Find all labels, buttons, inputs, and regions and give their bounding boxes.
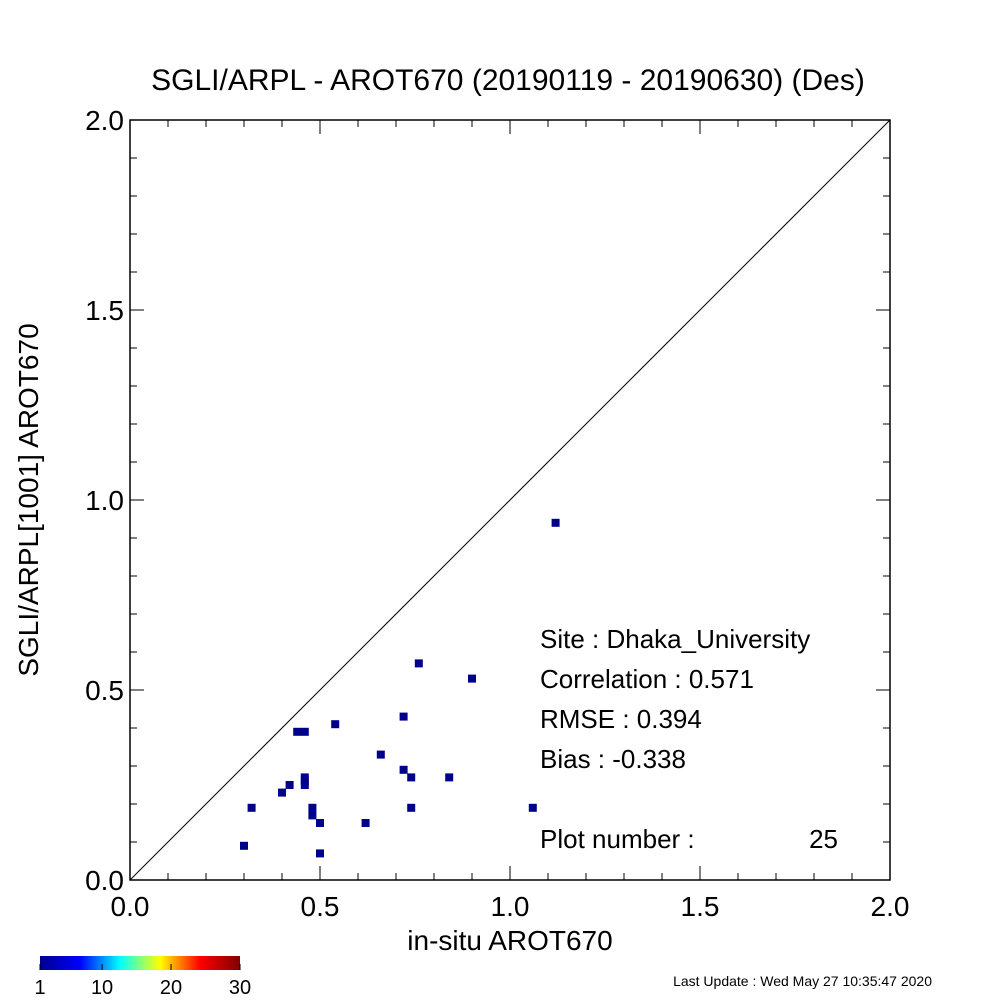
y-tick-label: 2.0 bbox=[85, 105, 124, 136]
x-tick-label: 1.5 bbox=[681, 891, 720, 922]
data-point bbox=[316, 849, 324, 858]
data-point bbox=[468, 674, 476, 683]
colorbar-tick-label: 20 bbox=[160, 977, 182, 999]
x-tick-label: 0.0 bbox=[111, 891, 150, 922]
x-tick-label: 1.0 bbox=[491, 891, 530, 922]
one-to-one-line bbox=[129, 119, 891, 881]
stat-plot-number: Plot number : bbox=[540, 824, 695, 854]
data-point bbox=[240, 841, 248, 850]
colorbar-tick-label: 10 bbox=[91, 977, 113, 999]
y-tick-label: 0.5 bbox=[85, 675, 124, 706]
data-point bbox=[445, 773, 454, 782]
data-point bbox=[285, 781, 294, 789]
data-point bbox=[376, 750, 385, 759]
data-points bbox=[240, 518, 560, 858]
data-point bbox=[247, 803, 256, 812]
data-point bbox=[308, 803, 317, 812]
data-point bbox=[407, 803, 416, 812]
y-tick-label: 1.5 bbox=[85, 295, 124, 326]
colorbar-gradient bbox=[40, 956, 240, 970]
stat-bias: Bias : -0.338 bbox=[540, 744, 686, 774]
stat-rmse: RMSE : 0.394 bbox=[540, 704, 702, 734]
y-tick-label: 0.0 bbox=[85, 865, 124, 896]
data-point bbox=[407, 773, 416, 782]
data-point bbox=[399, 712, 408, 721]
axis-ticks: 0.0 0.5 1.0 1.5 2.0 0.0 0.5 1.0 1.5 2.0 bbox=[85, 105, 909, 922]
data-point bbox=[308, 811, 317, 820]
colorbar: 1 10 20 30 bbox=[34, 956, 251, 999]
data-point bbox=[528, 803, 537, 812]
y-axis-label: SGLI/ARPL[1001] AROT670 bbox=[13, 323, 44, 676]
data-point bbox=[300, 727, 309, 736]
colorbar-tick-label: 1 bbox=[34, 977, 45, 999]
data-point bbox=[316, 819, 324, 827]
colorbar-tick-label: 30 bbox=[229, 977, 251, 999]
data-point bbox=[399, 765, 408, 774]
colorbar-ticks: 1 10 20 30 bbox=[34, 964, 251, 999]
data-point bbox=[414, 659, 423, 668]
stat-correlation: Correlation : 0.571 bbox=[540, 664, 754, 694]
y-tick-label: 1.0 bbox=[85, 485, 124, 516]
stat-plot-number-value: 25 bbox=[809, 824, 838, 854]
data-point bbox=[361, 819, 370, 827]
data-point bbox=[300, 781, 309, 789]
stats-box: Site : Dhaka_University Correlation : 0.… bbox=[540, 624, 838, 854]
x-tick-label: 2.0 bbox=[871, 891, 910, 922]
last-update: Last Update : Wed May 27 10:35:47 2020 bbox=[673, 973, 932, 989]
x-axis-label: in-situ AROT670 bbox=[407, 925, 612, 956]
chart-title: SGLI/ARPL - AROT670 (20190119 - 20190630… bbox=[151, 64, 865, 97]
x-tick-label: 0.5 bbox=[301, 891, 340, 922]
data-point bbox=[551, 518, 560, 527]
data-point bbox=[293, 727, 302, 736]
data-point bbox=[331, 720, 340, 729]
stat-site: Site : Dhaka_University bbox=[540, 624, 810, 654]
data-point bbox=[278, 788, 286, 797]
